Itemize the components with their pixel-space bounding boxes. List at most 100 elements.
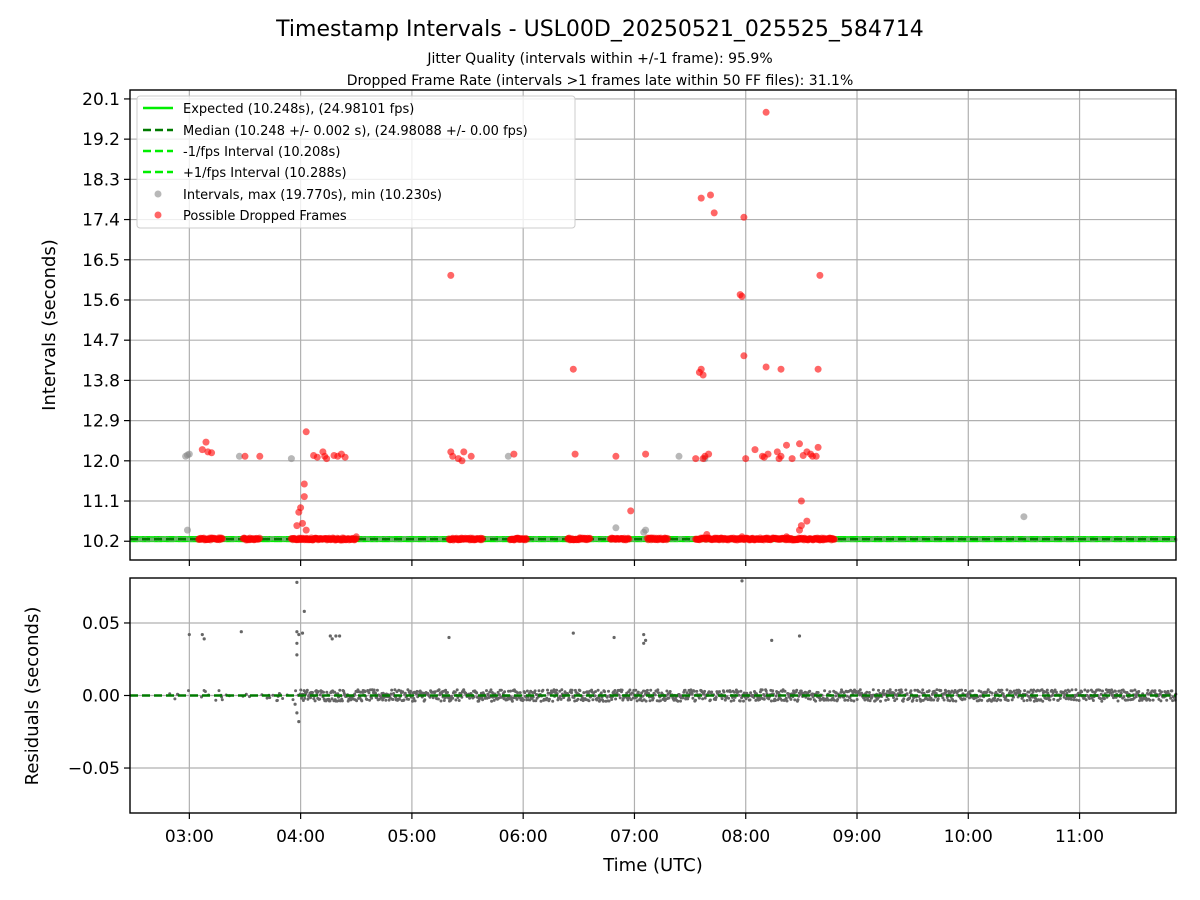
- residual-point: [295, 641, 299, 645]
- residual-point: [683, 688, 687, 692]
- residual-point: [894, 688, 898, 692]
- dropped-frame-point: [642, 450, 650, 458]
- residual-point: [328, 634, 332, 638]
- residual-point: [948, 699, 952, 703]
- residual-point: [333, 690, 337, 694]
- residual-point: [612, 635, 616, 640]
- dropped-frame-point: [208, 449, 216, 457]
- residual-point: [1000, 688, 1004, 692]
- residual-point: [1075, 698, 1078, 702]
- residual-point: [954, 699, 958, 703]
- residual-point: [560, 688, 564, 692]
- residual-point: [868, 699, 872, 703]
- residual-point: [423, 698, 427, 702]
- residual-point: [846, 698, 850, 702]
- residual-point: [935, 688, 939, 692]
- dropped-frame-point: [707, 191, 714, 199]
- residual-point: [370, 696, 374, 700]
- residual-point: [1054, 690, 1058, 694]
- residuals-y-tick-label: 0.05: [82, 614, 120, 634]
- residual-point: [742, 699, 745, 703]
- residual-point: [1113, 689, 1117, 693]
- residual-point: [936, 697, 940, 701]
- residual-point: [568, 698, 571, 702]
- residual-point: [1100, 699, 1104, 703]
- residual-point: [1166, 689, 1170, 693]
- residual-point: [979, 690, 983, 694]
- residual-point: [1051, 693, 1054, 697]
- x-axis-label: Time (UTC): [602, 855, 703, 876]
- residual-point: [694, 698, 697, 702]
- residual-point: [1074, 688, 1078, 692]
- residual-point: [921, 688, 925, 692]
- residual-point: [913, 688, 917, 692]
- dropped-frame-point: [458, 457, 466, 465]
- residual-point: [367, 691, 371, 695]
- residual-point: [643, 689, 647, 693]
- residual-point: [828, 690, 832, 694]
- residual-point: [187, 689, 190, 693]
- residual-point: [681, 696, 685, 700]
- residual-point: [773, 699, 777, 702]
- residual-point: [1122, 695, 1126, 699]
- residual-point: [265, 696, 269, 700]
- residuals-points: [168, 579, 1178, 724]
- dropped-frame-points: [198, 108, 824, 541]
- residual-point: [1134, 695, 1138, 699]
- dropped-frame-point: [816, 271, 824, 279]
- residual-point: [497, 693, 501, 697]
- residual-point: [842, 691, 846, 695]
- chart-subtitle-dropped: Dropped Frame Rate (intervals >1 frames …: [347, 73, 854, 89]
- residual-point: [570, 691, 573, 695]
- residual-point: [545, 696, 549, 700]
- residual-point: [644, 638, 648, 643]
- residual-point: [605, 695, 609, 699]
- residual-point: [328, 699, 332, 703]
- residual-point: [964, 689, 967, 692]
- residual-point: [202, 637, 206, 641]
- residual-point: [363, 690, 367, 694]
- residual-point: [1022, 699, 1026, 703]
- residual-point: [307, 693, 311, 697]
- residuals-x-tick-label: 05:00: [387, 827, 436, 847]
- residual-point: [710, 690, 714, 694]
- residual-point: [552, 688, 556, 692]
- residual-point: [555, 688, 559, 692]
- residual-point: [858, 688, 862, 692]
- residuals-x-tick-label: 06:00: [499, 827, 548, 847]
- dropped-frame-point: [762, 108, 770, 116]
- residual-point: [610, 698, 614, 701]
- residual-point: [796, 698, 800, 702]
- residual-point: [689, 688, 693, 692]
- residual-point: [836, 698, 840, 701]
- residual-point: [447, 635, 451, 640]
- residual-point: [692, 689, 696, 693]
- residual-point: [576, 697, 580, 701]
- residual-point: [855, 698, 859, 701]
- residuals-y-tick-label: 0.00: [82, 687, 120, 707]
- residual-point: [275, 698, 279, 702]
- residual-point: [485, 689, 488, 693]
- residual-point: [963, 697, 967, 701]
- residual-point: [1086, 689, 1090, 693]
- residuals-y-axis-label: Residuals (seconds): [22, 607, 43, 786]
- residual-point: [436, 697, 440, 701]
- residual-point: [293, 702, 297, 706]
- residual-point: [900, 690, 904, 694]
- residual-point: [442, 699, 446, 702]
- residual-point: [1080, 690, 1084, 694]
- residual-point: [811, 695, 815, 699]
- residual-point: [303, 696, 307, 700]
- residual-point: [318, 693, 322, 697]
- residual-point: [736, 690, 740, 694]
- residual-point: [398, 697, 401, 701]
- residuals-x-ticks: 03:00 04:00 05:00 06:00 07:00 08:00 09:00 10:00…: [165, 813, 1104, 847]
- residual-point: [1099, 697, 1102, 701]
- intervals-y-ticks: 10.2 11.1 12.0 12.9 13.8 14.7 15.6 16.5 17.4 18.3…: [82, 90, 130, 552]
- residual-point: [1091, 699, 1095, 702]
- residual-point: [832, 698, 836, 702]
- residual-point: [523, 691, 527, 695]
- residual-point: [593, 694, 597, 698]
- residual-point: [1067, 689, 1071, 693]
- residual-point: [742, 691, 746, 695]
